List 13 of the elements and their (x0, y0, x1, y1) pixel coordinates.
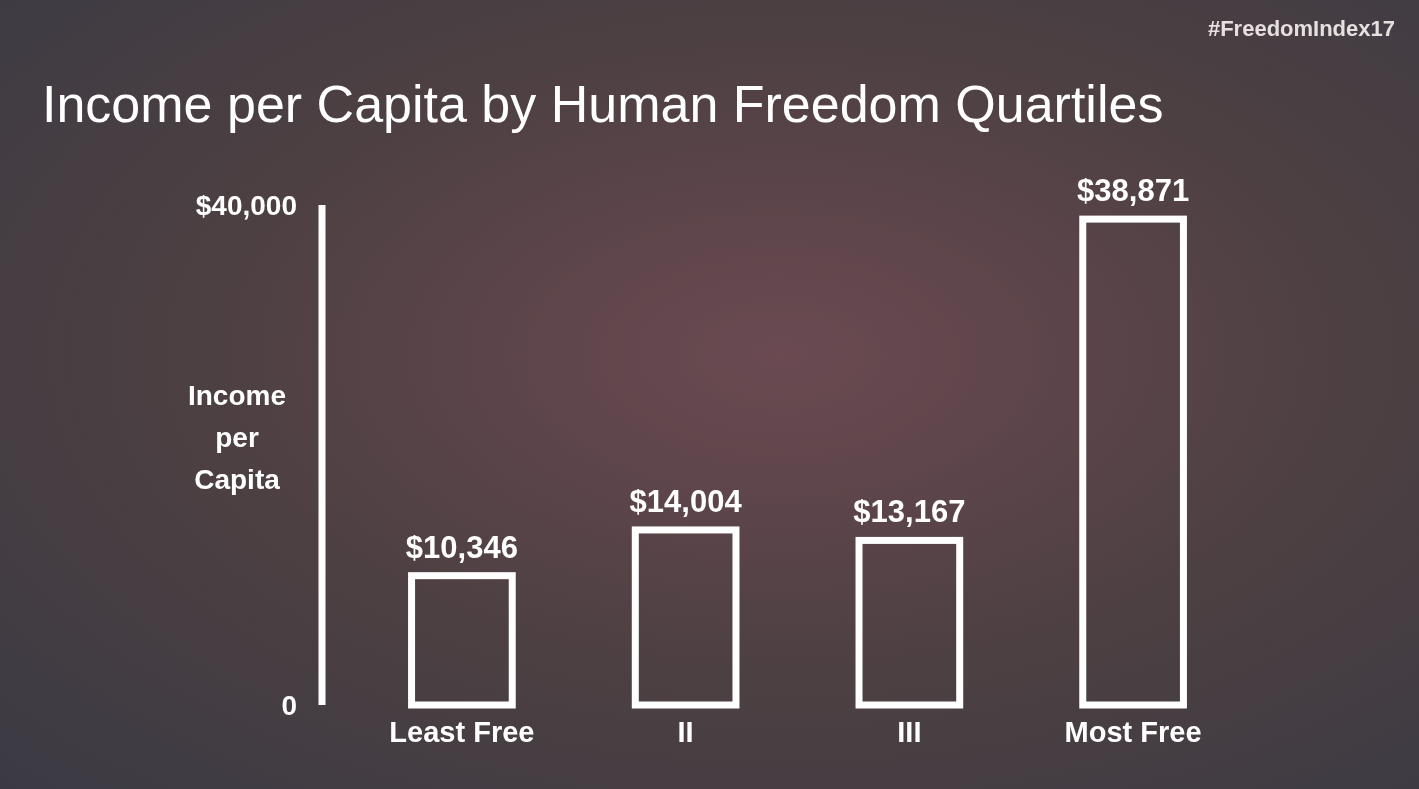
data-label: $38,871 (1077, 173, 1190, 209)
data-label: $10,346 (405, 529, 518, 565)
x-tick-label: II (677, 716, 694, 748)
y-axis-title: Income per Capita (187, 380, 287, 495)
chart-title: Income per Capita by Human Freedom Quartiles (42, 75, 1164, 133)
x-tick-label: Most Free (1064, 716, 1202, 748)
text: #FreedomIndex17 (1207, 16, 1395, 41)
y-tick-label: 0 (281, 689, 297, 721)
x-tick-label: III (897, 716, 922, 748)
data-label: $14,004 (629, 483, 743, 519)
x-tick-label: Least Free (389, 716, 535, 748)
data-label: $13,167 (853, 494, 966, 530)
y-tick-label: $40,000 (195, 189, 297, 221)
